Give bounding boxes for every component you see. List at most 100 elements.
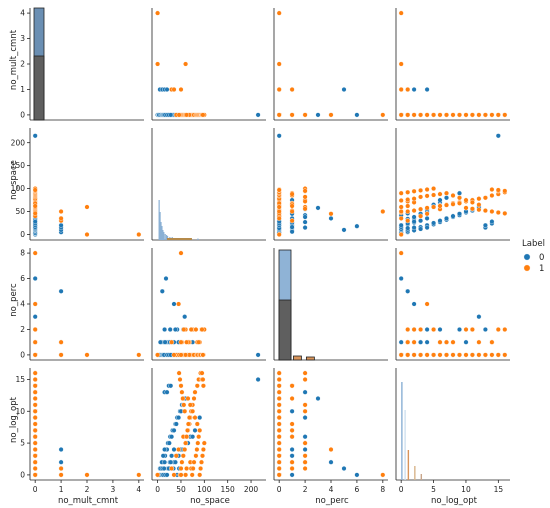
- point-series-1: [276, 408, 282, 414]
- point-series-0: [341, 227, 347, 233]
- point-series-1: [302, 188, 308, 194]
- point-series-1: [418, 206, 424, 212]
- point-series-1: [405, 352, 411, 358]
- point-series-1: [418, 352, 424, 358]
- point-series-1: [84, 352, 90, 358]
- point-series-0: [157, 339, 163, 345]
- y-tick-label: 200: [11, 138, 26, 147]
- x-label-no-log-opt: no_log_opt: [431, 496, 478, 506]
- point-series-1: [32, 427, 38, 433]
- point-series-0: [437, 218, 443, 224]
- point-series-1: [201, 440, 207, 446]
- point-series-1: [411, 196, 417, 202]
- point-series-1: [489, 352, 495, 358]
- y-tick-label: 2: [20, 60, 25, 69]
- hist-spike: [414, 466, 416, 480]
- point-series-1: [183, 61, 189, 67]
- point-series-1: [482, 352, 488, 358]
- point-series-1: [398, 250, 404, 256]
- point-series-0: [168, 459, 174, 465]
- y-tick-label: 4: [20, 300, 25, 309]
- point-series-1: [437, 203, 443, 209]
- point-series-1: [32, 389, 38, 395]
- x-tick-label: 4: [136, 485, 141, 494]
- point-series-1: [184, 434, 190, 440]
- point-series-1: [424, 301, 430, 307]
- point-series-1: [398, 112, 404, 118]
- panel-no_perc-vs-no_perc: [273, 248, 388, 361]
- point-series-0: [444, 215, 450, 221]
- point-series-1: [171, 472, 177, 478]
- x-tick-label: 6: [355, 485, 360, 494]
- point-series-1: [178, 86, 184, 92]
- point-series-0: [354, 112, 360, 118]
- hist-spike: [166, 235, 168, 240]
- point-series-1: [84, 472, 90, 478]
- point-series-0: [457, 211, 463, 217]
- point-series-0: [255, 112, 261, 118]
- x-tick-label: 1: [59, 485, 64, 494]
- point-series-1: [197, 472, 203, 478]
- point-series-1: [450, 192, 456, 198]
- point-series-0: [169, 453, 175, 459]
- point-series-1: [450, 201, 456, 207]
- point-series-1: [276, 204, 282, 210]
- point-series-1: [276, 187, 282, 193]
- point-series-1: [169, 339, 175, 345]
- point-series-1: [276, 112, 282, 118]
- point-series-1: [289, 112, 295, 118]
- panel-no_mult_cmnt-vs-no_mult_cmnt: 0 1 2 3 4: [20, 7, 144, 121]
- point-series-1: [380, 472, 386, 478]
- point-series-1: [302, 370, 308, 376]
- point-series-1: [176, 370, 182, 376]
- point-series-1: [32, 352, 38, 358]
- point-series-0: [255, 377, 261, 383]
- point-series-1: [502, 327, 508, 333]
- x-tick-label: 100: [197, 485, 212, 494]
- point-series-1: [398, 197, 404, 203]
- point-series-1: [155, 10, 161, 16]
- x-label-no-mult-cmnt: no_mult_cmnt: [58, 496, 119, 506]
- point-series-1: [196, 434, 202, 440]
- point-series-0: [411, 225, 417, 231]
- x-tick-label: 8: [380, 485, 385, 494]
- point-series-1: [437, 339, 443, 345]
- panel-no_perc-vs-no_mult_cmnt: 0 2 4 6 8: [20, 248, 144, 361]
- point-series-1: [289, 459, 295, 465]
- point-series-1: [437, 352, 443, 358]
- point-series-0: [354, 223, 360, 229]
- x-tick-label: 2: [303, 485, 308, 494]
- x-label-no-perc: no_perc: [315, 496, 349, 506]
- panel-no_log_opt-vs-no_mult_cmnt: 0 5 10 15 0 1 2 3 4: [15, 368, 144, 494]
- panel-no_mult_cmnt-vs-no_log_opt: [395, 8, 510, 121]
- point-series-0: [424, 327, 430, 333]
- point-series-1: [276, 447, 282, 453]
- point-series-0: [164, 389, 170, 395]
- point-series-1: [32, 383, 38, 389]
- point-series-0: [424, 225, 430, 231]
- point-series-1: [179, 389, 185, 395]
- point-series-0: [315, 396, 321, 402]
- point-series-1: [182, 447, 188, 453]
- point-series-1: [457, 112, 463, 118]
- point-series-1: [424, 352, 430, 358]
- point-series-1: [184, 112, 190, 118]
- point-series-1: [173, 453, 179, 459]
- point-series-1: [190, 408, 196, 414]
- point-series-0: [192, 427, 198, 433]
- point-series-1: [84, 231, 90, 237]
- point-series-1: [32, 402, 38, 408]
- point-series-1: [276, 440, 282, 446]
- point-series-1: [398, 86, 404, 92]
- point-series-0: [169, 434, 175, 440]
- x-tick-label: 0: [277, 485, 282, 494]
- point-series-1: [289, 86, 295, 92]
- point-series-0: [302, 447, 308, 453]
- point-series-1: [178, 472, 184, 478]
- point-series-0: [482, 327, 488, 333]
- point-series-0: [405, 288, 411, 294]
- point-series-1: [190, 466, 196, 472]
- point-series-0: [411, 301, 417, 307]
- point-series-1: [58, 466, 64, 472]
- y-tick-label: 10: [15, 407, 25, 416]
